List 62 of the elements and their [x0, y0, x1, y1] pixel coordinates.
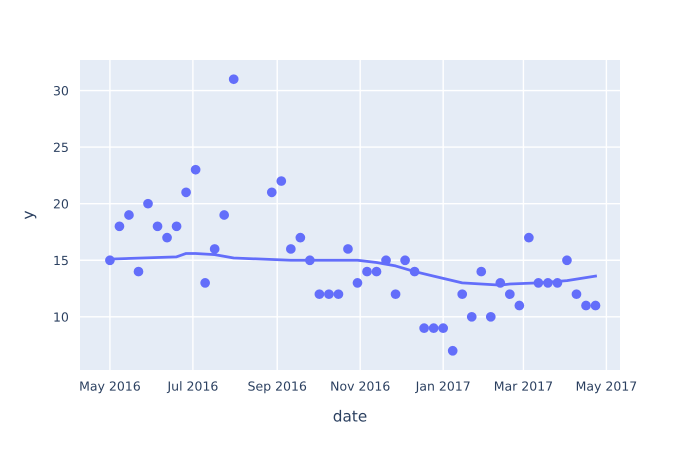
x-tick-label: Jul 2016	[166, 381, 218, 394]
point	[504, 289, 515, 300]
point	[324, 289, 334, 300]
x-tick-label: Mar 2017	[494, 381, 552, 391]
y-tick-label: 30	[54, 86, 68, 96]
point	[581, 300, 591, 310]
y-tick-label: 15	[54, 256, 68, 266]
point	[534, 278, 544, 288]
point	[400, 255, 410, 266]
point	[438, 323, 448, 333]
point	[362, 266, 372, 276]
point	[105, 255, 115, 266]
point	[448, 346, 458, 356]
point	[134, 266, 144, 276]
point	[390, 289, 400, 300]
point	[352, 278, 362, 288]
point	[200, 278, 210, 288]
point	[143, 198, 153, 209]
point	[486, 312, 496, 322]
x-tick-label: May 2017	[576, 381, 636, 394]
x-tick-label: Nov 2016	[331, 381, 390, 391]
point	[286, 244, 296, 254]
x-tick-label: Sep 2016	[248, 381, 306, 394]
point	[562, 255, 572, 266]
point	[334, 289, 344, 300]
x-tick-label: Jan 2017	[415, 381, 470, 394]
y-axis-title: y	[24, 210, 36, 220]
point	[228, 74, 239, 84]
point	[410, 266, 420, 276]
point	[124, 210, 134, 220]
y-tick-label: 10	[54, 312, 68, 322]
point	[343, 244, 353, 254]
point	[152, 221, 162, 232]
point	[190, 164, 200, 175]
y-tick-label: 25	[54, 142, 68, 152]
y-tick-label: 20	[54, 199, 68, 209]
point	[428, 323, 439, 333]
x-tick-label: May 2016	[80, 381, 140, 394]
point	[419, 323, 429, 333]
point	[219, 210, 230, 220]
point	[162, 232, 172, 242]
point	[552, 278, 562, 288]
x-axis-title: date	[334, 410, 366, 422]
point	[305, 255, 315, 266]
point	[543, 278, 553, 288]
point	[266, 188, 277, 198]
point	[466, 312, 477, 322]
point	[514, 300, 524, 310]
point	[572, 289, 582, 300]
point	[172, 221, 182, 232]
point	[210, 244, 220, 254]
point	[524, 232, 534, 242]
point	[457, 289, 468, 300]
point	[295, 232, 306, 242]
point	[181, 188, 191, 198]
point	[314, 289, 324, 300]
point	[476, 266, 486, 276]
point	[495, 278, 506, 288]
point	[276, 176, 286, 186]
point	[114, 221, 124, 232]
point	[590, 300, 600, 310]
point	[372, 266, 382, 276]
